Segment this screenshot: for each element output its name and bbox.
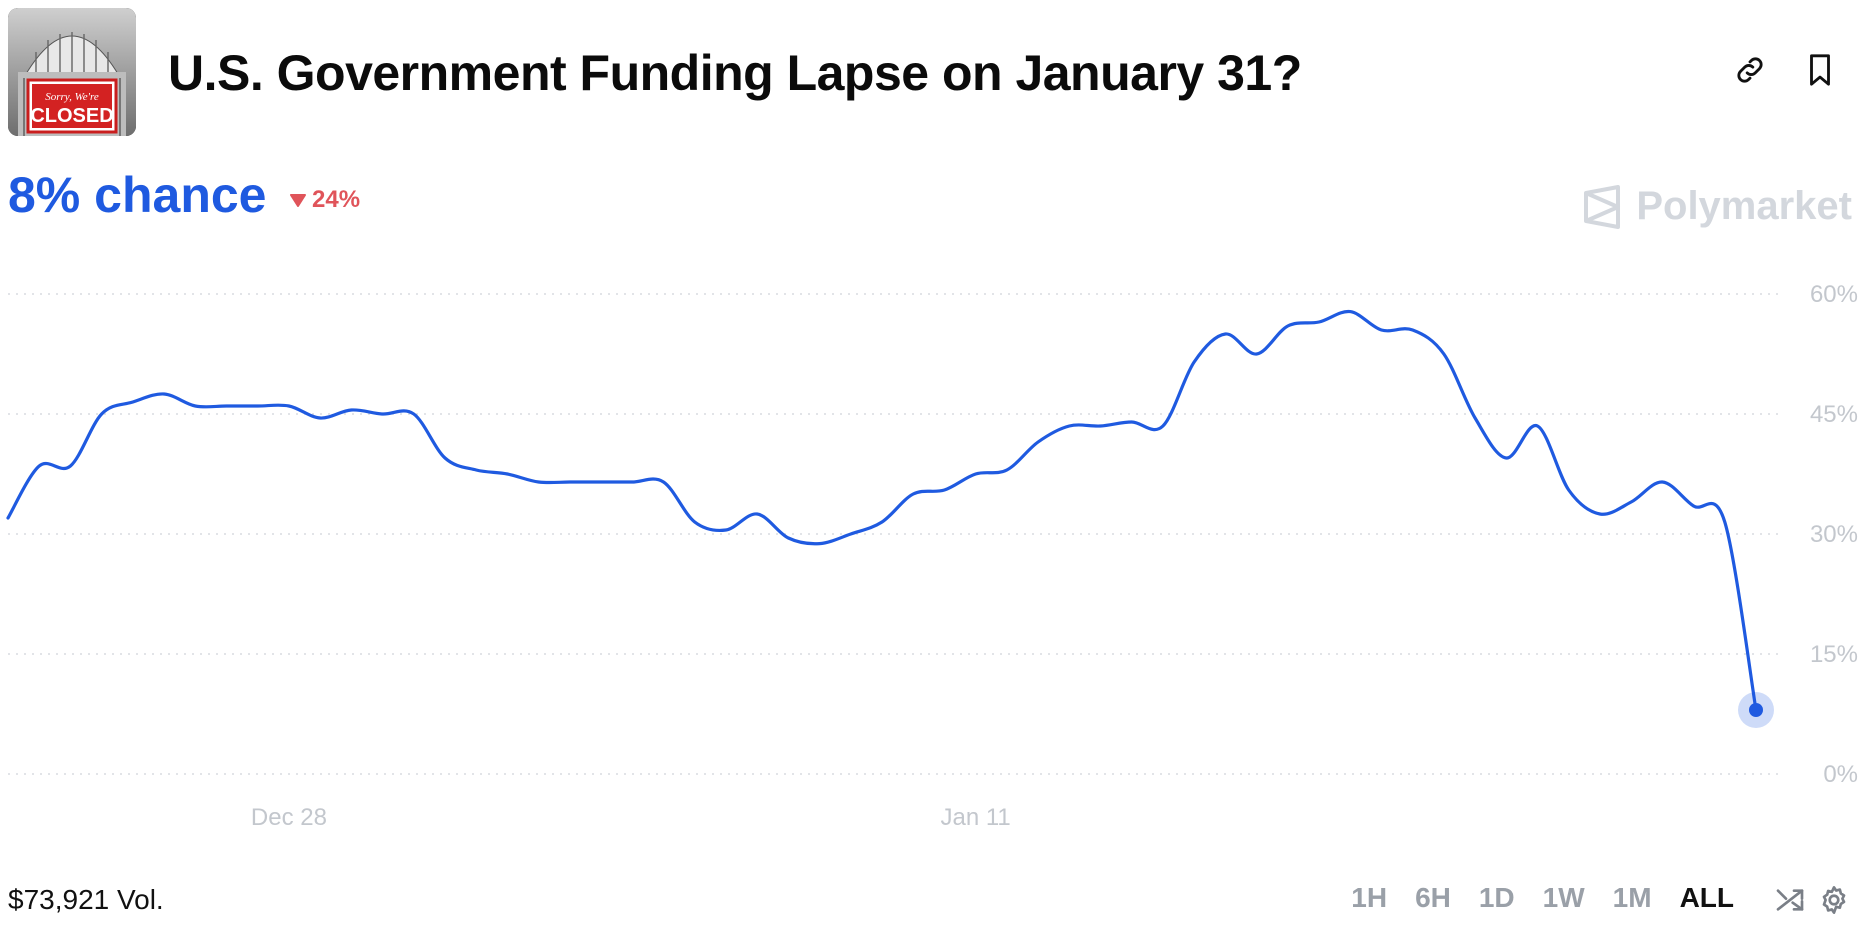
y-tick-label: 0% xyxy=(1823,761,1858,788)
time-range-selector: 1H 6H 1D 1W 1M ALL xyxy=(1351,882,1734,914)
range-6h-button[interactable]: 6H xyxy=(1415,882,1451,913)
triangle-down-icon xyxy=(290,194,306,207)
range-1h-button[interactable]: 1H xyxy=(1351,882,1388,913)
polymarket-logo: Polymarket xyxy=(1582,184,1852,229)
y-tick-label: 30% xyxy=(1810,521,1858,548)
y-tick-label: 15% xyxy=(1810,641,1858,668)
market-thumbnail: Sorry, We're CLOSED xyxy=(8,8,136,136)
x-tick-label: Jan 11 xyxy=(941,804,1011,831)
thumbnail-closed-text: CLOSED xyxy=(30,105,113,127)
x-tick-label: Dec 28 xyxy=(251,804,327,831)
chance-change: 24% xyxy=(290,186,360,214)
link-icon[interactable] xyxy=(1730,50,1770,90)
volume-label: $73,921 Vol. xyxy=(8,884,164,915)
chance-change-value: 24% xyxy=(312,186,361,213)
range-all-button[interactable]: ALL xyxy=(1679,882,1734,913)
range-1w-button[interactable]: 1W xyxy=(1542,882,1585,913)
range-1d-button[interactable]: 1D xyxy=(1478,882,1515,913)
settings-gear-icon[interactable] xyxy=(1816,882,1852,918)
last-point[interactable] xyxy=(1749,703,1763,717)
market-title: U.S. Government Funding Lapse on January… xyxy=(168,45,1302,101)
series-line xyxy=(6,309,1758,712)
range-1m-button[interactable]: 1M xyxy=(1612,882,1652,913)
brand-name: Polymarket xyxy=(1636,184,1852,228)
y-tick-label: 45% xyxy=(1810,401,1858,428)
chance-value: 8% chance xyxy=(8,167,267,223)
price-chart: 60% 45% 30% 15% 0% Dec 28 Jan 11 xyxy=(6,281,1858,831)
shuffle-icon[interactable] xyxy=(1772,882,1808,918)
y-tick-label: 60% xyxy=(1810,281,1858,308)
thumbnail-sorry-text: Sorry, We're xyxy=(45,91,99,103)
bookmark-icon[interactable] xyxy=(1800,50,1840,90)
polymarket-mark-icon xyxy=(1584,184,1621,229)
